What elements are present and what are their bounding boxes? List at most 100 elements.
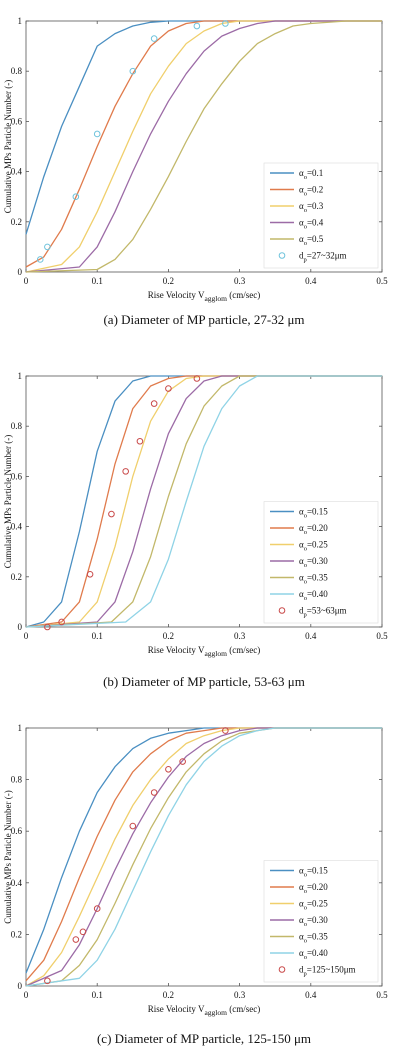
y-tick-label: 0.4 (11, 522, 23, 532)
series-line (25, 375, 382, 628)
y-tick-label: 0.6 (11, 826, 23, 836)
legend-entry: αo=0.40 (299, 948, 328, 961)
legend-marker (278, 607, 286, 614)
data-point (136, 437, 144, 445)
legend-entry: dp=27~32μm (299, 251, 347, 264)
y-tick-label: 0.4 (11, 878, 23, 888)
data-point (122, 468, 129, 475)
y-tick-label: 0.8 (11, 421, 23, 431)
y-tick-label: 0.2 (11, 572, 22, 582)
data-point (79, 928, 87, 936)
y-tick-label: 0.6 (11, 116, 23, 126)
data-point (72, 193, 80, 200)
legend-entry: αo=0.20 (299, 523, 328, 536)
series-line (25, 375, 382, 628)
x-tick-label: 0.4 (305, 990, 317, 1000)
figure-caption: (b) Diameter of MP particle, 53-63 μm (103, 674, 305, 689)
legend-entry: αo=0.20 (299, 882, 328, 895)
legend-entry: αo=0.4 (299, 218, 324, 231)
legend-marker (278, 252, 286, 259)
x-tick-label: 0 (24, 990, 29, 1000)
legend-entry: αo=0.5 (299, 234, 324, 247)
data-point (44, 243, 51, 251)
data-point (36, 256, 44, 263)
legend-entry: αo=0.25 (299, 540, 328, 553)
data-point (93, 130, 101, 138)
legend-entry: dp=53~63μm (299, 606, 347, 619)
x-tick-label: 0 (24, 631, 29, 641)
y-tick-label: 1 (18, 723, 23, 733)
series-line (25, 20, 382, 273)
series-line (25, 20, 382, 273)
legend: αo=0.1 αo=0.2 αo=0.3 αo=0.4 αo=0.5 dp=27~32μm (263, 162, 379, 269)
data-point (222, 20, 229, 27)
legend-entry: αo=0.15 (299, 507, 328, 520)
legend-entry: αo=0.30 (299, 915, 328, 928)
x-tick-label: 0.5 (376, 990, 388, 1000)
legend-entry: αo=0.1 (299, 168, 323, 181)
x-tick-label: 0.1 (92, 276, 103, 286)
series-line (25, 375, 382, 628)
data-point (44, 623, 51, 631)
data-point (150, 400, 158, 407)
legend-entry: dp=125~150μm (299, 965, 356, 978)
y-tick-label: 1 (18, 371, 23, 381)
data-point (72, 936, 80, 943)
y-tick-label: 0 (18, 981, 23, 991)
data-point (179, 758, 186, 765)
x-axis-label: Rise Velocity Vagglom (cm/sec) (148, 645, 260, 658)
legend-entry: αo=0.3 (299, 201, 324, 214)
x-tick-label: 0.3 (234, 990, 246, 1000)
data-point (165, 385, 172, 392)
series-line (25, 20, 382, 273)
x-tick-label: 0.3 (234, 276, 246, 286)
legend-box (263, 860, 379, 983)
y-tick-label: 0 (18, 267, 23, 277)
x-tick-label: 0.5 (376, 631, 388, 641)
legend-entry: αo=0.35 (299, 573, 328, 586)
x-tick-label: 0.3 (234, 631, 246, 641)
figure-caption: (c) Diameter of MP particle, 125-150 μm (97, 1031, 311, 1046)
legend-entry: αo=0.2 (299, 185, 323, 198)
series-line (25, 727, 382, 987)
data-point (86, 570, 94, 578)
chart-panel-3: 0 0.1 0.2 0.3 0.4 0.5 0 0.2 0.4 0.6 0.8 1 Cumulative… (3, 723, 388, 1046)
x-tick-label: 0.4 (305, 276, 317, 286)
y-tick-label: 0.8 (11, 775, 23, 785)
data-point (129, 67, 137, 75)
data-point (44, 977, 51, 985)
x-axis-label: Rise Velocity Vagglom (cm/sec) (148, 290, 260, 303)
series-line (25, 727, 382, 987)
x-tick-label: 0.1 (92, 990, 103, 1000)
x-tick-label: 0 (24, 276, 29, 286)
x-tick-label: 0.1 (92, 631, 103, 641)
data-point (93, 905, 101, 912)
x-tick-label: 0.4 (305, 631, 317, 641)
legend-box (263, 162, 379, 269)
y-tick-label: 0.8 (11, 66, 23, 76)
legend: αo=0.15 αo=0.20 αo=0.25 αo=0.30 αo=0.35 αo=0.… (263, 501, 379, 624)
y-axis-label: Cumulative MPs Particle Number (-) (3, 790, 13, 923)
x-tick-label: 0.5 (376, 276, 388, 286)
data-point (108, 510, 115, 518)
y-tick-label: 0.2 (11, 217, 22, 227)
legend-entry: αo=0.30 (299, 556, 328, 569)
y-tick-label: 0.6 (11, 471, 23, 481)
data-point (222, 727, 229, 734)
data-point (58, 618, 65, 626)
y-tick-label: 0.4 (11, 167, 23, 177)
legend-entry: αo=0.25 (299, 899, 328, 912)
data-point (150, 35, 158, 42)
y-axis-label: Cumulative MPs Particle Number (-) (3, 435, 13, 568)
chart-panel-1: 0 0.1 0.2 0.3 0.4 0.5 0 0.2 0.4 0.6 0.8 1 Cumulative… (3, 16, 388, 327)
legend-marker (278, 966, 286, 973)
data-point (193, 22, 201, 30)
series-line (25, 727, 382, 987)
legend-entry: αo=0.40 (299, 589, 328, 602)
x-tick-label: 0.2 (163, 276, 174, 286)
data-point (129, 822, 137, 830)
data-point (165, 765, 172, 773)
series-line (25, 727, 382, 987)
legend: αo=0.15 αo=0.20 αo=0.25 αo=0.30 αo=0.35 αo=0.… (263, 860, 379, 983)
data-point (193, 375, 201, 382)
